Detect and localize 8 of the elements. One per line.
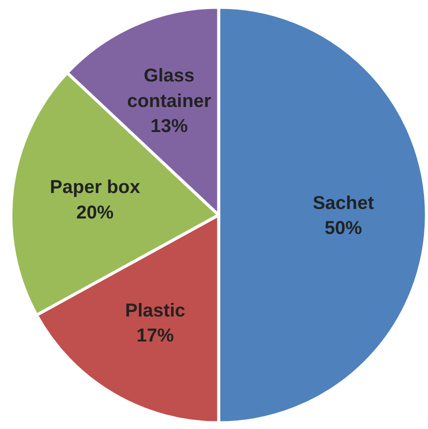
slice-label: Plastic bbox=[125, 299, 186, 320]
data-label: 17% bbox=[136, 324, 174, 346]
data-label: 13% bbox=[150, 115, 188, 136]
data-label: 20% bbox=[76, 201, 114, 222]
data-label: 50% bbox=[324, 217, 362, 238]
slice-label: Sachet bbox=[312, 192, 374, 213]
slice-label: Paper box bbox=[50, 176, 141, 198]
slice-label: Glass container bbox=[127, 64, 212, 111]
